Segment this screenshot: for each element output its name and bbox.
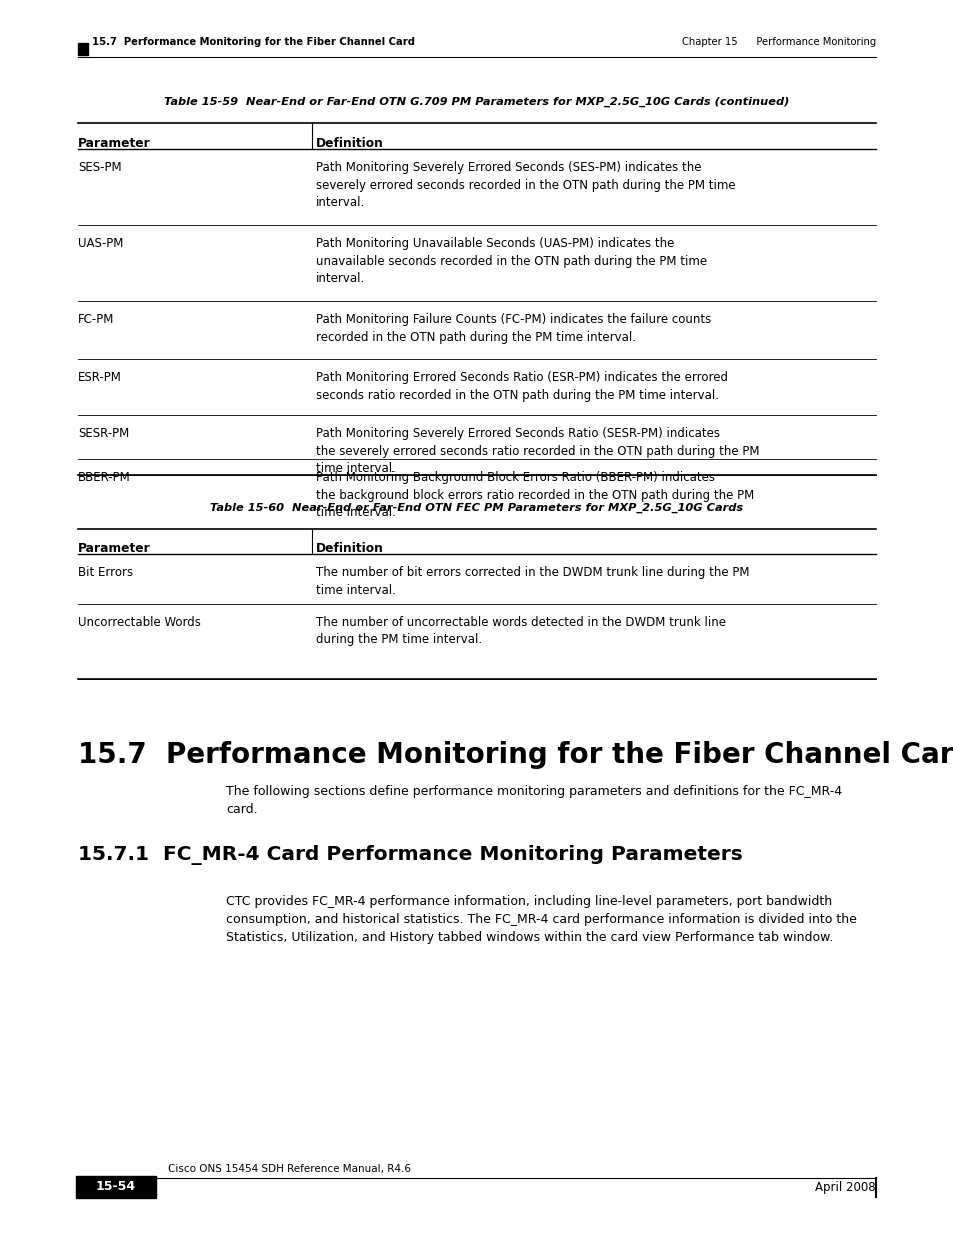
- Text: BBER-PM: BBER-PM: [78, 471, 131, 484]
- Text: April 2008: April 2008: [815, 1181, 875, 1193]
- Text: CTC provides FC_MR-4 performance information, including line-level parameters, p: CTC provides FC_MR-4 performance informa…: [226, 895, 856, 944]
- Text: SESR-PM: SESR-PM: [78, 427, 129, 440]
- Text: Parameter: Parameter: [78, 137, 151, 149]
- Text: 15-54: 15-54: [96, 1181, 136, 1193]
- Text: Path Monitoring Severely Errored Seconds (SES-PM) indicates the
severely errored: Path Monitoring Severely Errored Seconds…: [315, 161, 735, 209]
- Text: Table 15-59  Near-End or Far-End OTN G.709 PM Parameters for MXP_2.5G_10G Cards : Table 15-59 Near-End or Far-End OTN G.70…: [164, 96, 789, 107]
- Text: Table 15-60  Near-End or Far-End OTN FEC PM Parameters for MXP_2.5G_10G Cards: Table 15-60 Near-End or Far-End OTN FEC …: [211, 503, 742, 513]
- Text: The following sections define performance monitoring parameters and definitions : The following sections define performanc…: [226, 785, 841, 816]
- Bar: [78, 43, 88, 56]
- Text: Uncorrectable Words: Uncorrectable Words: [78, 616, 201, 629]
- Text: Definition: Definition: [315, 542, 383, 555]
- Text: Parameter: Parameter: [78, 542, 151, 555]
- Text: Chapter 15      Performance Monitoring: Chapter 15 Performance Monitoring: [681, 37, 875, 47]
- Text: 15.7  Performance Monitoring for the Fiber Channel Card: 15.7 Performance Monitoring for the Fibe…: [91, 37, 415, 47]
- Bar: [76, 1176, 156, 1198]
- Text: Path Monitoring Background Block Errors Ratio (BBER-PM) indicates
the background: Path Monitoring Background Block Errors …: [315, 471, 754, 519]
- Text: Bit Errors: Bit Errors: [78, 566, 133, 579]
- Text: Definition: Definition: [315, 137, 383, 149]
- Text: 15.7  Performance Monitoring for the Fiber Channel Card: 15.7 Performance Monitoring for the Fibe…: [78, 741, 953, 769]
- Text: Path Monitoring Unavailable Seconds (UAS-PM) indicates the
unavailable seconds r: Path Monitoring Unavailable Seconds (UAS…: [315, 237, 706, 285]
- Text: Path Monitoring Failure Counts (FC-PM) indicates the failure counts
recorded in : Path Monitoring Failure Counts (FC-PM) i…: [315, 312, 711, 343]
- Text: SES-PM: SES-PM: [78, 161, 121, 174]
- Text: The number of bit errors corrected in the DWDM trunk line during the PM
time int: The number of bit errors corrected in th…: [315, 566, 749, 597]
- Text: Cisco ONS 15454 SDH Reference Manual, R4.6: Cisco ONS 15454 SDH Reference Manual, R4…: [168, 1165, 411, 1174]
- Text: Path Monitoring Errored Seconds Ratio (ESR-PM) indicates the errored
seconds rat: Path Monitoring Errored Seconds Ratio (E…: [315, 370, 727, 401]
- Text: FC-PM: FC-PM: [78, 312, 114, 326]
- Text: UAS-PM: UAS-PM: [78, 237, 123, 249]
- Text: Path Monitoring Severely Errored Seconds Ratio (SESR-PM) indicates
the severely : Path Monitoring Severely Errored Seconds…: [315, 427, 759, 475]
- Text: ESR-PM: ESR-PM: [78, 370, 122, 384]
- Text: 15.7.1  FC_MR-4 Card Performance Monitoring Parameters: 15.7.1 FC_MR-4 Card Performance Monitori…: [78, 845, 742, 864]
- Text: The number of uncorrectable words detected in the DWDM trunk line
during the PM : The number of uncorrectable words detect…: [315, 616, 725, 646]
